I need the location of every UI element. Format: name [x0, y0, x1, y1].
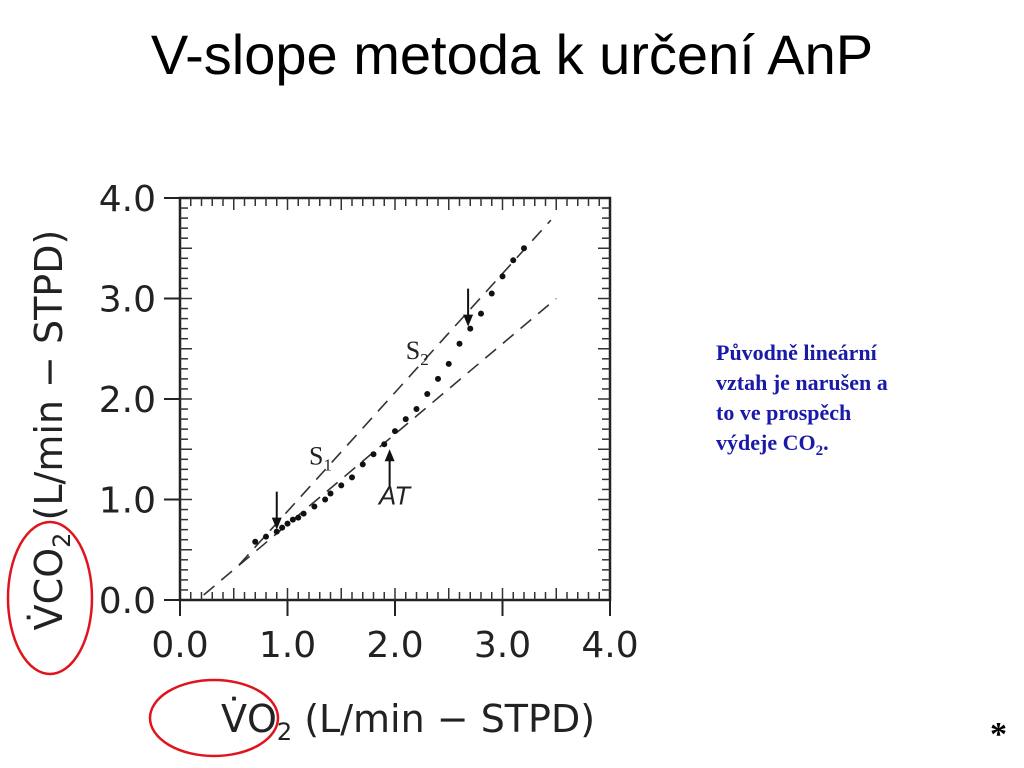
x-axis-symbol-sub: 2 [277, 718, 292, 746]
data-point [322, 496, 329, 503]
y-axis-label: V̇CO2 (L/min − STPD) [27, 230, 76, 631]
data-point [289, 516, 296, 523]
y-axis-symbol-sub: 2 [48, 533, 76, 548]
fit-line [238, 219, 552, 566]
annotation-label: S2 [406, 336, 429, 369]
annotation-label: AT [377, 481, 412, 511]
fit-lines [203, 219, 557, 596]
annotation-label: S1 [309, 441, 332, 474]
fit-line [203, 297, 557, 596]
data-point [252, 538, 259, 545]
explanation-note: Původně lineární vztah je narušen a to v… [716, 338, 986, 466]
data-point [488, 290, 495, 297]
y-tick-label: 2.0 [99, 380, 156, 421]
annotation-arrow [384, 449, 395, 488]
note-line-4-text: výdeje CO [716, 430, 816, 455]
data-point [392, 428, 398, 435]
svg-text:V̇CO2 (L/min − STPD): V̇CO2 (L/min − STPD) [27, 230, 76, 631]
note-end: . [823, 430, 829, 455]
note-line-2: vztah je narušen a [716, 370, 888, 395]
x-tick-label: 4.0 [581, 625, 638, 666]
slide-title: V-slope metoda k určení AnP [150, 23, 874, 86]
minor-ticks [180, 198, 610, 600]
y-tick-label: 3.0 [99, 280, 156, 321]
data-point [338, 482, 345, 489]
x-tick-label: 2.0 [366, 625, 423, 666]
data-point [381, 441, 388, 448]
data-point [273, 528, 280, 535]
y-axis-units: (L/min − STPD) [27, 230, 71, 521]
x-tick-label: 3.0 [474, 625, 531, 666]
plot-frame [178, 196, 612, 602]
footer-mark: * [990, 716, 1007, 753]
ylabel-highlight-ellipse [6, 520, 94, 676]
y-axis-symbol: V̇CO [27, 548, 71, 630]
note-line-1: Původně lineární [716, 340, 877, 365]
data-point [263, 533, 269, 540]
data-point [300, 510, 307, 517]
xlabel-highlight-ellipse [148, 678, 280, 758]
annotation-arrow [463, 288, 474, 327]
note-line-4: výdeje CO2. [716, 428, 986, 466]
data-points [252, 245, 527, 545]
annotation-arrow [271, 491, 282, 530]
data-point [279, 524, 286, 531]
data-point [521, 245, 527, 252]
data-point [295, 514, 302, 521]
data-point [478, 310, 484, 317]
x-tick-label: 1.0 [259, 625, 316, 666]
note-line-3: to ve prospěch [716, 400, 852, 425]
y-tick-label: 1.0 [99, 481, 156, 522]
data-point [359, 461, 366, 468]
annotation-labels: S1 S2 AT [309, 336, 429, 511]
data-point [499, 273, 506, 280]
data-point [402, 416, 409, 423]
x-axis-units: (L/min − STPD) [304, 697, 595, 741]
data-point [424, 390, 431, 397]
data-point [349, 474, 355, 481]
data-point [311, 503, 318, 510]
data-point [284, 520, 291, 527]
axis-ticks: 0.0 1.0 2.0 3.0 4.0 0.0 1.0 2.0 3.0 4.0 [99, 179, 639, 666]
y-tick-label: 0.0 [99, 581, 156, 622]
x-tick-label: 0.0 [151, 625, 208, 666]
data-point [327, 490, 334, 497]
y-tick-label: 4.0 [99, 179, 156, 220]
data-point [456, 340, 463, 347]
data-point [445, 360, 452, 367]
x-axis-label: V̇O2 (L/min − STPD) [221, 697, 595, 746]
x-axis-symbol: V̇O [221, 697, 277, 741]
annotation-arrows [271, 288, 474, 530]
data-point [435, 375, 441, 382]
data-point [413, 406, 420, 413]
data-point [467, 325, 474, 332]
data-point [370, 451, 377, 458]
note-subscript: 2 [815, 443, 824, 459]
data-point [510, 257, 517, 264]
